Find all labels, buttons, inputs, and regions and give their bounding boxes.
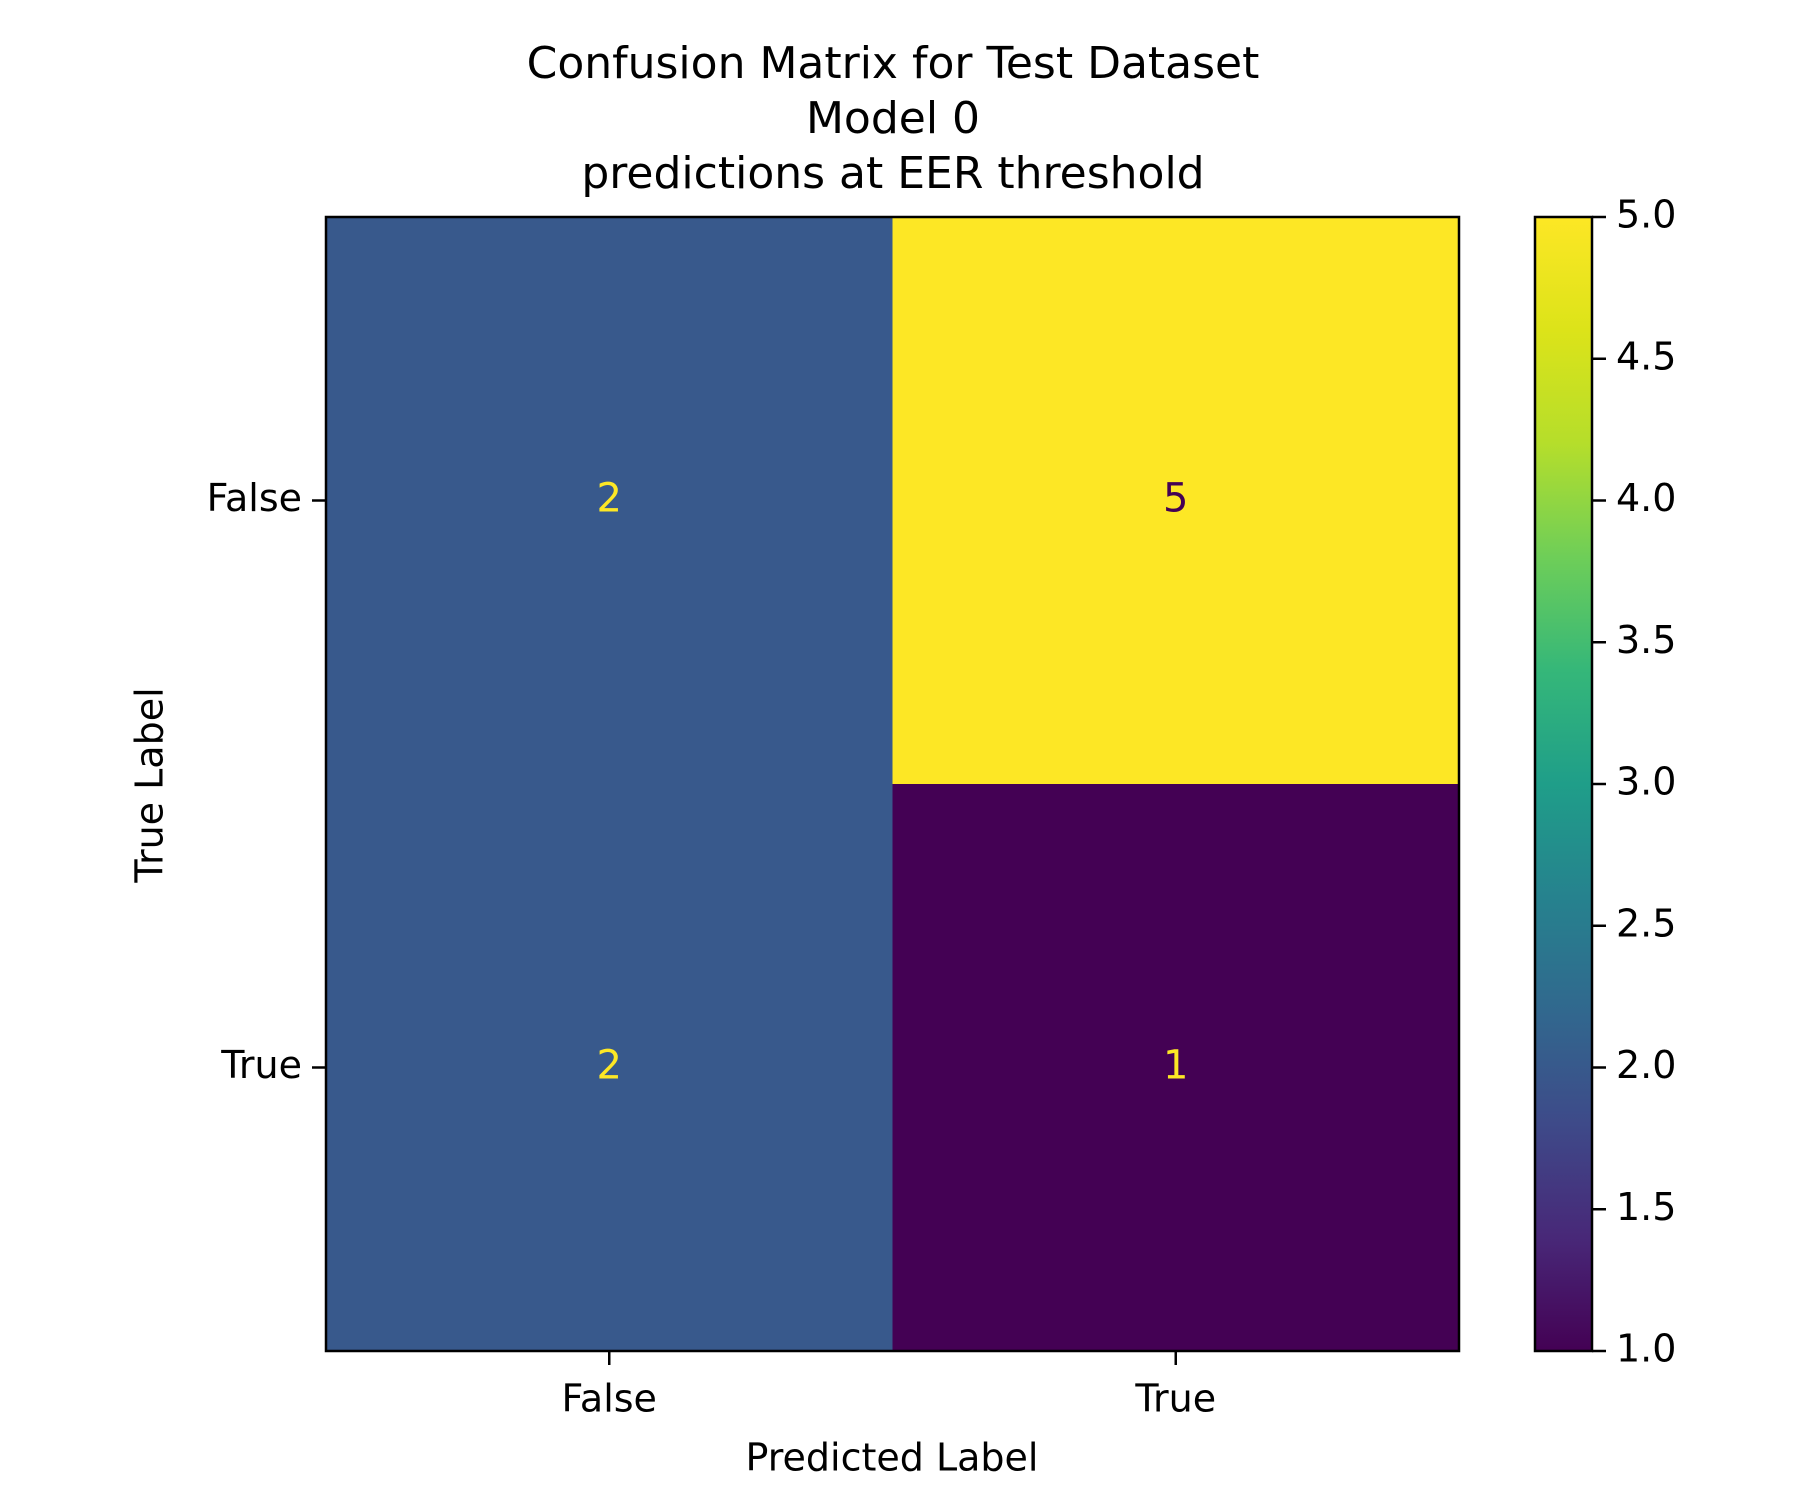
cell-value-label: 5 (1163, 476, 1188, 522)
colorbar-ticks: 1.0 1.5 2.0 2.5 3.0 3.5 4.0 4.5 5.0 (1592, 193, 1676, 1371)
colorbar-tick-label: 4.5 (1616, 334, 1676, 378)
cell-value-label: 2 (597, 476, 622, 522)
x-tick-label: True (1134, 1377, 1216, 1421)
heatmap-cell-labels: 2 5 2 1 (597, 476, 1189, 1089)
cell-value-label: 1 (1163, 1043, 1188, 1089)
heatmap-cell (892, 217, 1460, 785)
colorbar-tick-label: 5.0 (1616, 193, 1676, 237)
colorbar (1533, 215, 1594, 1353)
heatmap-cell (326, 217, 893, 785)
chart-title: Confusion Matrix for Test Dataset Model … (527, 38, 1260, 199)
heatmap-cells (326, 217, 1460, 1352)
x-axis-ticks: False True (562, 1351, 1216, 1421)
colorbar-tick-label: 1.0 (1616, 1327, 1676, 1371)
x-axis-label: Predicted Label (746, 1436, 1039, 1480)
heatmap-cell (326, 784, 893, 1352)
title-line-1: Confusion Matrix for Test Dataset (527, 38, 1260, 89)
y-tick-label: False (207, 476, 302, 520)
plot-frame (324, 215, 1461, 1353)
colorbar-tick-label: 2.0 (1616, 1043, 1676, 1087)
heatmap-cell (892, 784, 1460, 1352)
cell-value-label: 2 (597, 1043, 622, 1089)
y-axis-ticks: False True (207, 476, 326, 1087)
title-line-2: Model 0 (806, 93, 980, 144)
colorbar-tick-label: 3.0 (1616, 760, 1676, 804)
colorbar-tick-label: 1.5 (1616, 1185, 1676, 1229)
colorbar-tick-label: 2.5 (1616, 901, 1676, 945)
colorbar-tick-label: 3.5 (1616, 618, 1676, 662)
x-tick-label: False (562, 1377, 657, 1421)
colorbar-tick-label: 4.0 (1616, 476, 1676, 520)
y-axis-label: True Label (128, 687, 172, 883)
title-line-3: predictions at EER threshold (581, 148, 1204, 199)
y-tick-label: True (220, 1043, 302, 1087)
